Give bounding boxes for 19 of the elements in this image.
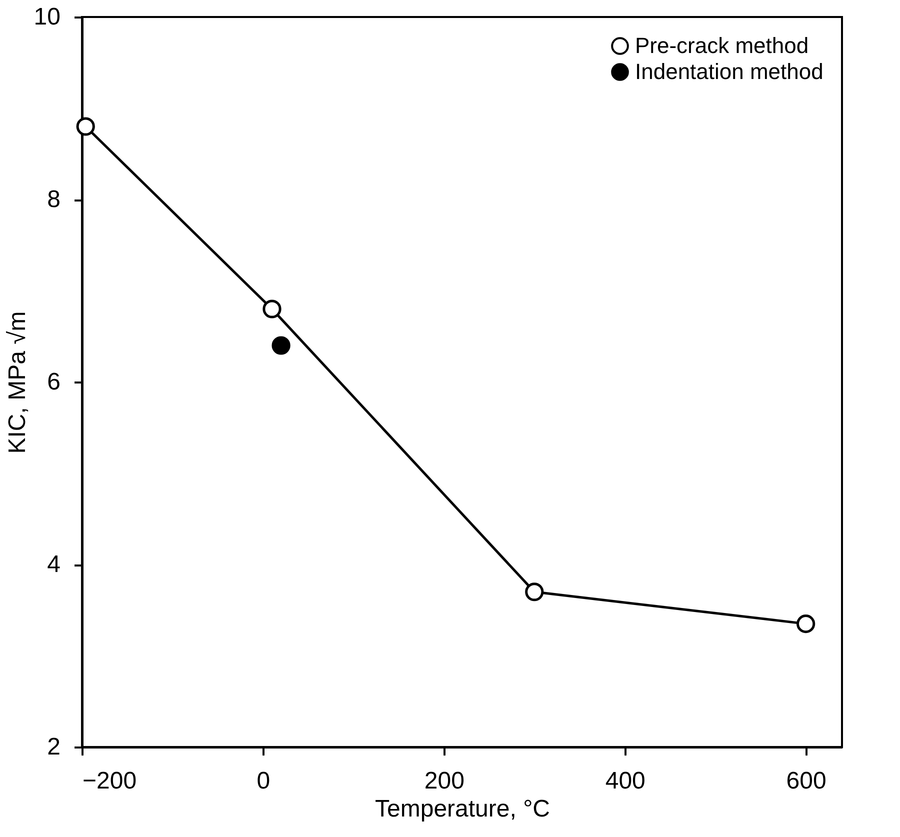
x-tick-label: 0 (256, 768, 270, 794)
y-axis-title: KIC, MPa √m (4, 311, 31, 454)
x-tick-label: 600 (786, 768, 826, 794)
point (262, 300, 282, 318)
point (796, 614, 816, 634)
y-tick-label: 8 (47, 186, 60, 213)
y-tick-label: 2 (47, 734, 60, 760)
point (525, 582, 544, 602)
x-tick-label: 200 (424, 768, 464, 794)
y-tick-label: 6 (47, 368, 60, 396)
x-tick-label: −200 (82, 768, 137, 794)
y-tick-label: 4 (47, 551, 60, 578)
x-tick-label: 400 (605, 768, 646, 794)
point (272, 336, 290, 355)
legend-label: Pre-crack method (635, 33, 809, 58)
legend-label: Indentation method (635, 59, 824, 84)
point (76, 117, 95, 136)
x-axis-title: Temperature, °C (375, 796, 550, 822)
y-tick-label: 10 (34, 4, 60, 30)
